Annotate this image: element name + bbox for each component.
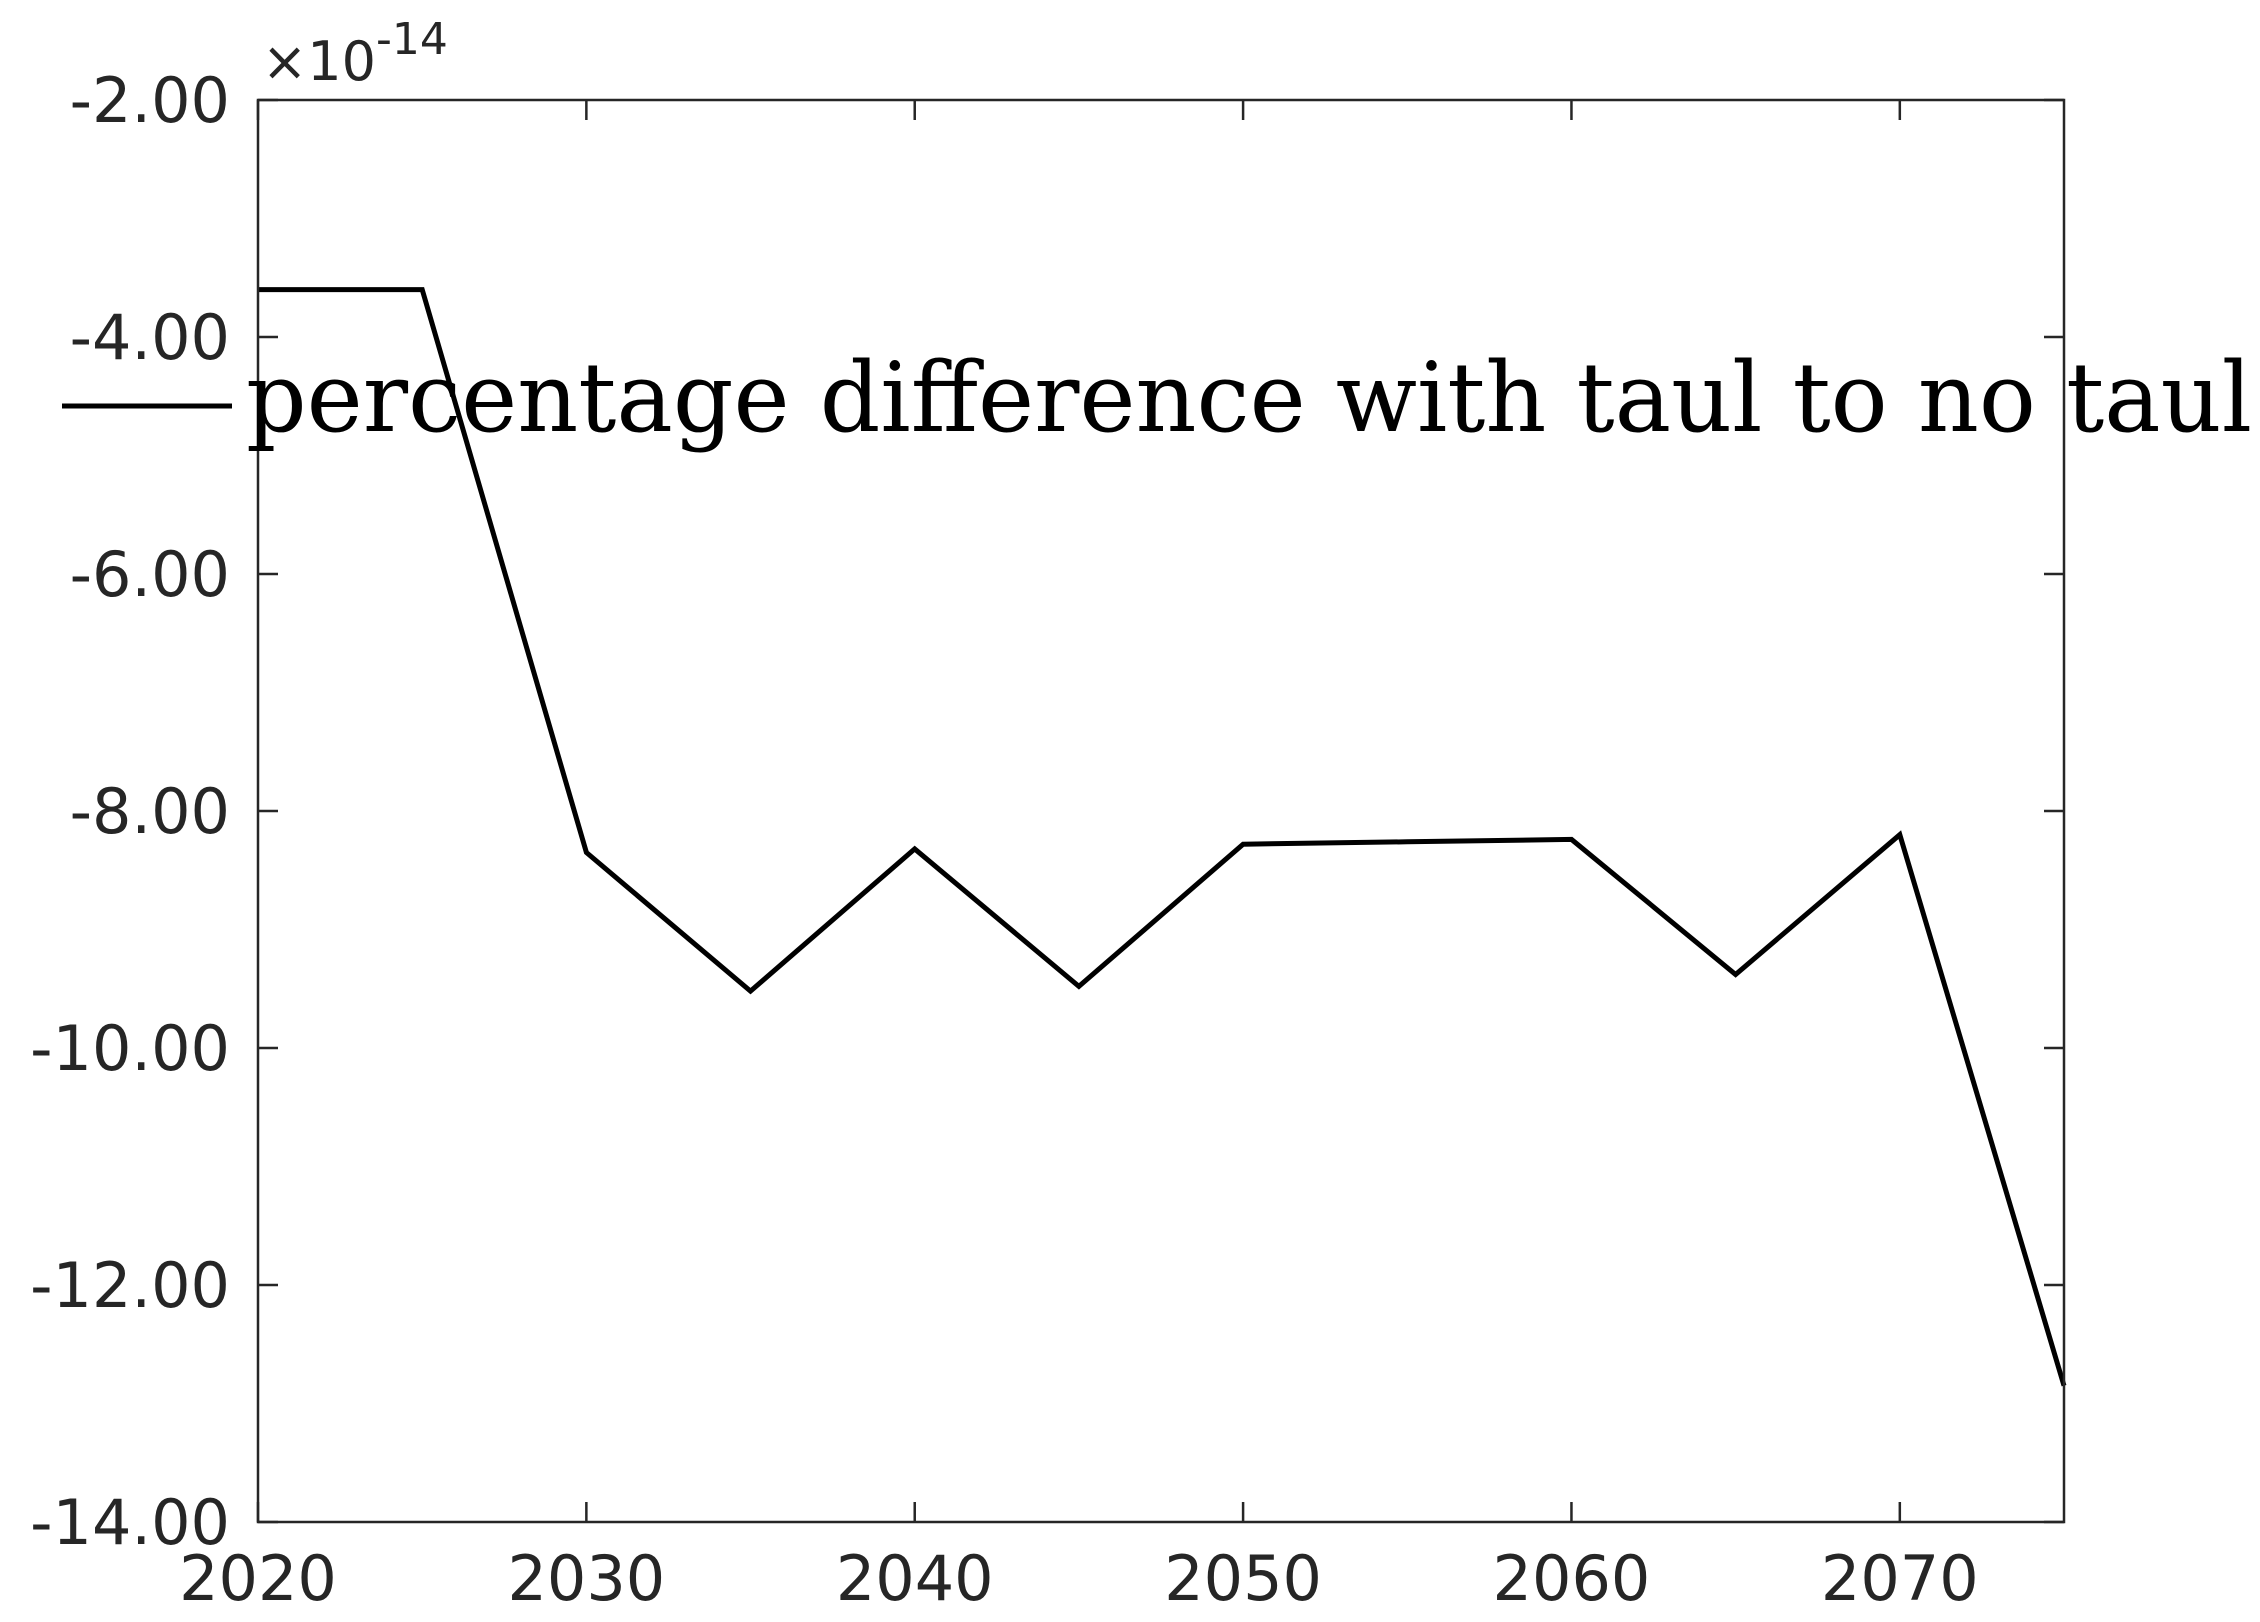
x-tick-label: 2020: [179, 1542, 337, 1615]
y-tick-label: -2.00: [70, 64, 230, 137]
y-tick-label: -8.00: [70, 775, 230, 848]
legend-entry-label: percentage difference with taul to no ta…: [246, 342, 2252, 454]
series-line: [258, 287, 2067, 1387]
x-tick-label: 2030: [507, 1542, 665, 1615]
y-axis-exponent: ×10-14: [262, 14, 448, 93]
x-tick-label: 2060: [1493, 1542, 1651, 1615]
tick-labels: 2020 2030 2040 2050 2060 2070 -14.00 -12.00 -10.…: [30, 64, 1979, 1615]
y-tick-label: -10.00: [30, 1012, 230, 1085]
x-tick-label: 2050: [1164, 1542, 1322, 1615]
y-tick-label: -4.00: [70, 301, 230, 374]
series-group: [258, 287, 2067, 1387]
y-tick-label: -12.00: [30, 1249, 230, 1322]
legend: percentage difference with taul to no ta…: [62, 342, 2252, 454]
exponent-power: -14: [376, 14, 448, 65]
y-tick-label: -14.00: [30, 1486, 230, 1559]
exponent-base: ×10: [262, 30, 376, 93]
x-tick-label: 2040: [836, 1542, 994, 1615]
y-tick-label: -6.00: [70, 538, 230, 611]
plot-area-frame: [256, 98, 2066, 1524]
x-tick-label: 2070: [1821, 1542, 1979, 1615]
